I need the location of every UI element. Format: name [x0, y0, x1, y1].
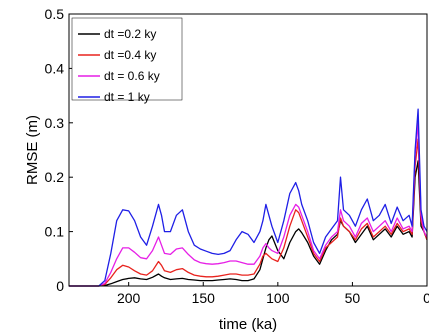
x-tick-label: 100	[266, 290, 290, 306]
x-tick-label: 0	[423, 290, 429, 306]
y-tick-label: 0.2	[45, 169, 65, 185]
legend-label-1: dt =0.2 ky	[104, 27, 156, 41]
legend-entry-2: dt =0.4 ky	[78, 48, 156, 62]
y-axis-label: RMSE (m)	[24, 115, 41, 185]
plot-frame	[68, 13, 428, 287]
series-layer	[69, 108, 428, 287]
legend-entry-1: dt =0.2 ky	[78, 27, 156, 41]
y-tick-label: 0.3	[45, 115, 65, 131]
ticks-layer: 200 150 100 50 0 0 0.1 0.2 0.3 0.4 0.5	[45, 6, 429, 306]
series-line-4	[69, 108, 428, 287]
series-line-2	[69, 138, 428, 287]
x-tick-label: 150	[192, 290, 216, 306]
legend-label-2: dt =0.4 ky	[104, 48, 156, 62]
legend-entry-4: dt = 1 ky	[78, 90, 150, 104]
series-line-1	[69, 160, 428, 287]
x-axis-label: time (ka)	[219, 316, 277, 333]
legend-label-4: dt = 1 ky	[104, 90, 150, 104]
y-tick-label: 0.1	[45, 224, 65, 240]
y-tick-label: 0	[56, 278, 64, 294]
y-tick-label: 0.5	[45, 6, 65, 22]
x-tick-label: 200	[117, 290, 141, 306]
legend-entry-3: dt = 0.6 ky	[78, 69, 160, 83]
x-tick-label: 50	[345, 290, 361, 306]
y-tick-label: 0.4	[45, 60, 65, 76]
legend: dt =0.2 ky dt =0.4 ky dt = 0.6 ky dt = 1…	[71, 17, 183, 104]
legend-box	[71, 17, 183, 101]
legend-label-3: dt = 0.6 ky	[104, 69, 160, 83]
series-line-3	[69, 122, 428, 287]
